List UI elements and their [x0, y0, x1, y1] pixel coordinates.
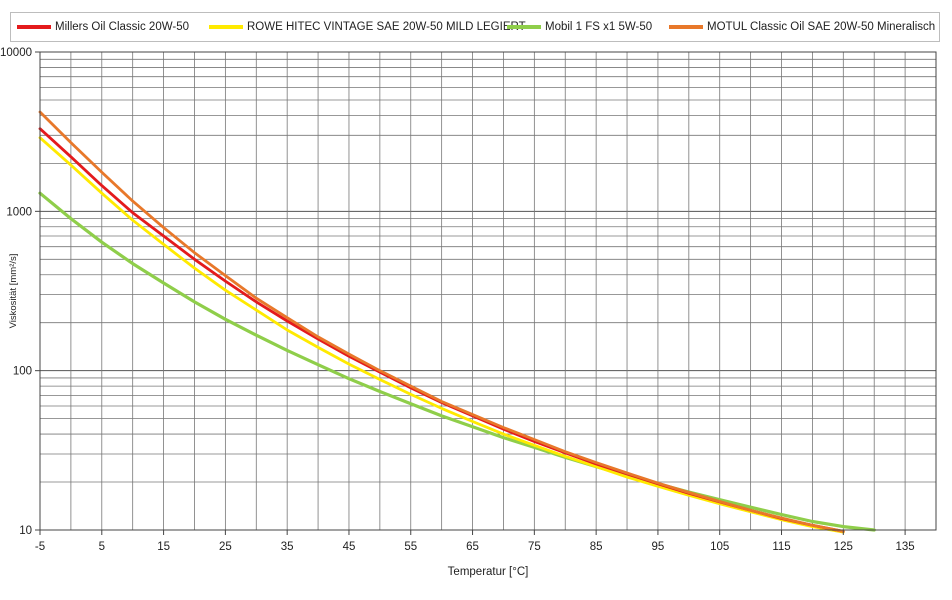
x-tick-label: 85	[590, 541, 603, 553]
x-tick-label: 25	[219, 541, 232, 553]
legend-item-motul: MOTUL Classic Oil SAE 20W-50 Mineralisch	[669, 13, 935, 41]
y-axis-ticks: 10 100 1000 10000	[0, 47, 40, 537]
x-tick-label: 125	[834, 541, 853, 553]
y-tick-label: 1000	[6, 206, 32, 218]
x-tick-label: 75	[528, 541, 541, 553]
y-tick-label: 100	[13, 366, 32, 378]
chart-legend: Millers Oil Classic 20W-50 ROWE HITEC VI…	[10, 12, 940, 42]
x-tick-label: 135	[896, 541, 915, 553]
legend-item-millers: Millers Oil Classic 20W-50	[17, 13, 189, 41]
legend-item-rowe: ROWE HITEC VINTAGE SAE 20W-50 MILD LEGIE…	[209, 13, 526, 41]
x-tick-label: 35	[281, 541, 294, 553]
series-line-mobil	[38, 191, 876, 532]
legend-label-mobil: Mobil 1 FS x1 5W-50	[545, 21, 653, 33]
x-tick-label: 65	[466, 541, 479, 553]
x-axis-ticks: -5 5 15 25 35 45 55 65 75 85 95 105 115 125 135	[35, 530, 915, 553]
series-line-rowe	[38, 136, 845, 534]
legend-label-millers: Millers Oil Classic 20W-50	[55, 21, 189, 33]
x-tick-label: 95	[652, 541, 665, 553]
legend-item-mobil: Mobil 1 FS x1 5W-50	[507, 13, 652, 41]
x-tick-label: 55	[404, 541, 417, 553]
y-axis-title: Viskosität [mm²/s]	[8, 254, 19, 329]
chart-grid	[40, 52, 936, 530]
legend-swatch-mobil	[507, 25, 541, 29]
legend-label-rowe: ROWE HITEC VINTAGE SAE 20W-50 MILD LEGIE…	[247, 21, 526, 33]
x-tick-label: -5	[35, 541, 45, 553]
x-axis-title: Temperatur [°C]	[448, 566, 529, 578]
series-line-motul	[38, 110, 845, 533]
chart-series	[38, 110, 876, 534]
legend-swatch-rowe	[209, 25, 243, 29]
x-tick-label: 115	[772, 541, 790, 553]
x-tick-label: 45	[343, 541, 356, 553]
x-tick-label: 105	[710, 541, 729, 553]
legend-swatch-motul	[669, 25, 703, 29]
x-tick-label: 15	[157, 541, 170, 553]
plot-area-frame	[39, 51, 937, 531]
y-tick-label: 10000	[0, 47, 32, 59]
x-tick-label: 5	[99, 541, 105, 553]
y-tick-label: 10	[19, 525, 32, 537]
legend-label-motul: MOTUL Classic Oil SAE 20W-50 Mineralisch	[707, 21, 936, 33]
legend-swatch-millers	[17, 25, 51, 29]
